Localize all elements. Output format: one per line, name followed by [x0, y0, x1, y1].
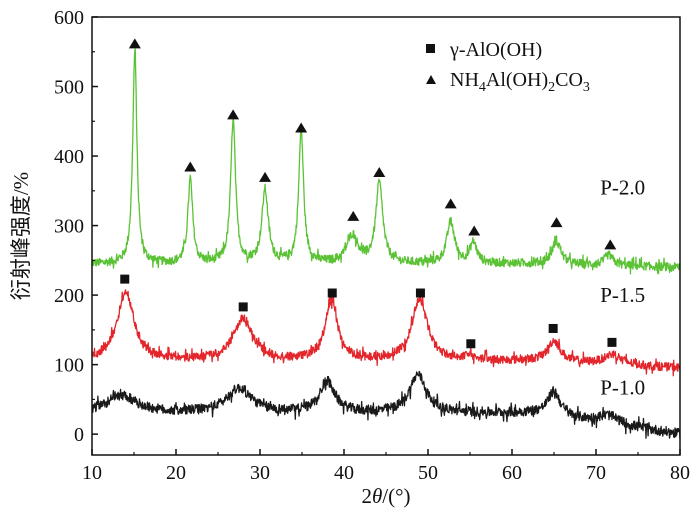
legend: γ-AlO(OH) NH4Al(OH)2CO3 — [426, 39, 590, 95]
triangle-peak-marker — [128, 38, 141, 49]
legend-formula-sub-3: 3 — [583, 80, 590, 95]
triangle-peak-marker — [444, 198, 457, 209]
legend-formula-part-aloh: Al(OH) — [486, 69, 548, 91]
square-peak-marker — [327, 288, 337, 298]
series-line-p-1-5 — [91, 289, 681, 377]
x-axis-title-2: 2 — [361, 484, 372, 508]
triangle-peak-marker — [604, 239, 617, 250]
triangle-peak-marker — [295, 122, 308, 133]
x-axis-title-unit: /(°) — [382, 484, 410, 508]
legend-triangle-marker — [426, 75, 436, 84]
triangle-peak-marker — [550, 217, 563, 228]
y-tick-label: 0 — [74, 424, 84, 446]
legend-square-marker — [426, 44, 435, 53]
square-peak-marker — [415, 288, 425, 298]
square-peak-marker — [607, 337, 617, 347]
legend-formula-sub-2: 2 — [548, 80, 555, 95]
series-label: P-1.5 — [600, 283, 645, 307]
legend-label-ammonium-dawsonite: NH4Al(OH)2CO3 — [450, 69, 590, 95]
legend-label-boehmite: γ-AlO(OH) — [449, 39, 542, 61]
x-tick-label: 40 — [334, 462, 354, 484]
triangle-peak-marker — [468, 225, 481, 236]
triangle-peak-marker — [373, 167, 386, 178]
x-axis-ticks: 10 20 30 40 50 60 70 80 — [82, 449, 690, 484]
series-label: P-2.0 — [600, 175, 645, 199]
x-tick-label: 50 — [418, 462, 438, 484]
series-label-layer: P-2.0 P-1.5 P-1.0 — [600, 175, 645, 399]
triangle-peak-marker — [259, 171, 272, 182]
series-layer — [91, 48, 681, 439]
series-line-p-2-0 — [91, 48, 681, 275]
y-axis-title: 衍射峰强度/% — [9, 172, 33, 300]
square-peak-marker — [238, 302, 248, 312]
square-peak-marker — [466, 339, 476, 349]
x-tick-label: 20 — [166, 462, 186, 484]
legend-formula-part-nh: NH — [450, 69, 479, 91]
x-axis-title-theta: θ — [372, 484, 382, 508]
x-tick-label: 70 — [586, 462, 606, 484]
y-tick-label: 600 — [54, 7, 84, 29]
legend-formula-part-co: CO — [555, 69, 583, 91]
x-tick-label: 30 — [250, 462, 270, 484]
triangle-peak-marker — [347, 210, 360, 221]
x-axis-title: 2θ/(°) — [361, 484, 410, 508]
x-tick-label: 80 — [670, 462, 690, 484]
y-tick-label: 400 — [54, 146, 84, 168]
y-axis-ticks: 0 100 200 300 400 500 600 — [54, 7, 98, 446]
marker-layer — [120, 38, 617, 349]
x-tick-label: 60 — [502, 462, 522, 484]
y-tick-label: 500 — [54, 77, 84, 99]
triangle-peak-marker — [184, 161, 197, 172]
series-line-p-1-0 — [91, 370, 681, 439]
triangle-peak-marker — [227, 109, 240, 120]
x-tick-label: 10 — [82, 462, 102, 484]
series-label: P-1.0 — [600, 376, 645, 400]
y-tick-label: 300 — [54, 216, 84, 238]
square-peak-marker — [548, 323, 558, 333]
y-tick-label: 100 — [54, 355, 84, 377]
y-tick-label: 200 — [54, 285, 84, 307]
legend-formula-sub-4: 4 — [479, 80, 486, 95]
square-peak-marker — [120, 274, 130, 284]
